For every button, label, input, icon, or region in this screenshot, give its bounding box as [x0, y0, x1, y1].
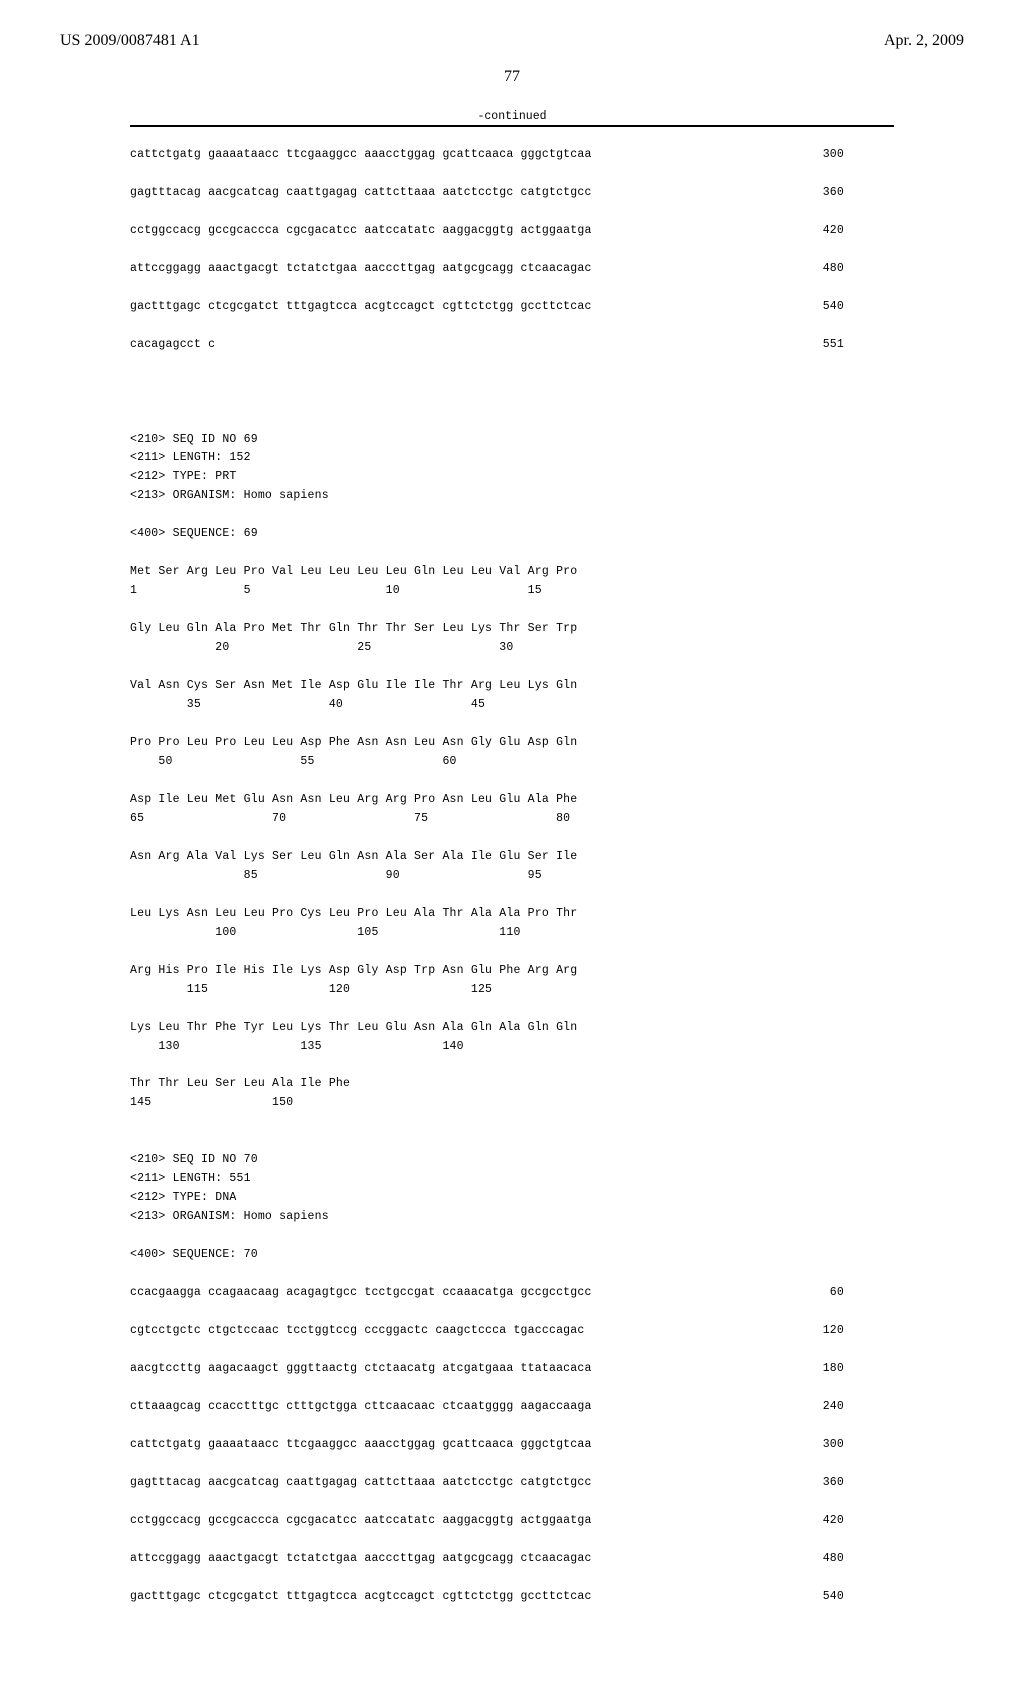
- aa-nums: 20 25 30: [130, 641, 513, 654]
- page-header: US 2009/0087481 A1 Apr. 2, 2009: [0, 0, 1024, 58]
- seq-type: <212> TYPE: PRT: [130, 470, 237, 483]
- seq-position: 420: [592, 222, 894, 241]
- aa-row: Pro Pro Leu Pro Leu Leu Asp Phe Asn Asn …: [130, 736, 577, 749]
- seq-text: gactttgagc ctcgcgatct tttgagtcca acgtcca…: [130, 1588, 592, 1607]
- aa-row: Val Asn Cys Ser Asn Met Ile Asp Glu Ile …: [130, 679, 577, 692]
- aa-nums: 100 105 110: [130, 926, 521, 939]
- seq-position: 60: [592, 1284, 894, 1303]
- seq-length: <211> LENGTH: 551: [130, 1172, 251, 1185]
- seq-position: 120: [584, 1322, 894, 1341]
- seq-organism: <213> ORGANISM: Homo sapiens: [130, 1210, 329, 1223]
- aa-row: Lys Leu Thr Phe Tyr Leu Lys Thr Leu Glu …: [130, 1021, 577, 1034]
- seq-text: cattctgatg gaaaataacc ttcgaaggcc aaacctg…: [130, 1436, 592, 1455]
- seq-id: <210> SEQ ID NO 69: [130, 433, 258, 446]
- aa-row: Thr Thr Leu Ser Leu Ala Ile Phe: [130, 1077, 350, 1090]
- seq-text: attccggagg aaactgacgt tctatctgaa aaccctt…: [130, 260, 592, 279]
- seq-text: cttaaagcag ccacctttgc ctttgctgga cttcaac…: [130, 1398, 592, 1417]
- seq-position: 180: [592, 1360, 894, 1379]
- seq-id: <210> SEQ ID NO 70: [130, 1153, 258, 1166]
- aa-row: Asp Ile Leu Met Glu Asn Asn Leu Arg Arg …: [130, 793, 577, 806]
- seq-text: attccggagg aaactgacgt tctatctgaa aaccctt…: [130, 1550, 592, 1569]
- seq-text: cacagagcct c: [130, 336, 215, 355]
- sequence-listing-content: -continued cattctgatg gaaaataacc ttcgaag…: [0, 110, 1024, 1685]
- aa-row: Arg His Pro Ile His Ile Lys Asp Gly Asp …: [130, 964, 577, 977]
- publication-date: Apr. 2, 2009: [884, 32, 964, 50]
- seq-400: <400> SEQUENCE: 70: [130, 1248, 258, 1261]
- protein-sequence-69: Met Ser Arg Leu Pro Val Leu Leu Leu Leu …: [130, 544, 894, 1113]
- seq-position: 540: [592, 298, 894, 317]
- seq-text: cctggccacg gccgcaccca cgcgacatcc aatccat…: [130, 222, 592, 241]
- aa-nums: 50 55 60: [130, 755, 457, 768]
- seq-header-70: <210> SEQ ID NO 70 <211> LENGTH: 551 <21…: [130, 1113, 894, 1265]
- seq-length: <211> LENGTH: 152: [130, 451, 251, 464]
- seq-position: 420: [592, 1512, 894, 1531]
- seq-text: cgtcctgctc ctgctccaac tcctggtccg cccggac…: [130, 1322, 584, 1341]
- seq-position: 480: [592, 1550, 894, 1569]
- aa-row: Met Ser Arg Leu Pro Val Leu Leu Leu Leu …: [130, 565, 577, 578]
- seq-text: gactttgagc ctcgcgatct tttgagtcca acgtcca…: [130, 298, 592, 317]
- seq-position: 540: [592, 1588, 894, 1607]
- seq-text: gagtttacag aacgcatcag caattgagag cattctt…: [130, 184, 592, 203]
- aa-nums: 130 135 140: [130, 1040, 464, 1053]
- seq-text: cctggccacg gccgcaccca cgcgacatcc aatccat…: [130, 1512, 592, 1531]
- seq-position: 480: [592, 260, 894, 279]
- dna-sequence-70: ccacgaagga ccagaacaag acagagtgcc tcctgcc…: [130, 1265, 894, 1644]
- seq-text: ccacgaagga ccagaacaag acagagtgcc tcctgcc…: [130, 1284, 592, 1303]
- aa-nums: 35 40 45: [130, 698, 485, 711]
- continued-label: -continued: [130, 110, 894, 125]
- seq-header-69: <210> SEQ ID NO 69 <211> LENGTH: 152 <21…: [130, 393, 894, 545]
- seq-position: 300: [592, 146, 894, 165]
- seq-position: 360: [592, 1474, 894, 1493]
- page-number: 77: [0, 58, 1024, 110]
- seq-organism: <213> ORGANISM: Homo sapiens: [130, 489, 329, 502]
- aa-nums: 145 150: [130, 1096, 293, 1109]
- aa-row: Gly Leu Gln Ala Pro Met Thr Gln Thr Thr …: [130, 622, 577, 635]
- aa-nums: 85 90 95: [130, 869, 542, 882]
- publication-number: US 2009/0087481 A1: [60, 32, 200, 50]
- seq-type: <212> TYPE: DNA: [130, 1191, 237, 1204]
- aa-row: Leu Lys Asn Leu Leu Pro Cys Leu Pro Leu …: [130, 907, 577, 920]
- dna-sequence-68-continued: cattctgatg gaaaataacc ttcgaaggcc aaacctg…: [130, 127, 894, 393]
- seq-text: aacgtccttg aagacaagct gggttaactg ctctaac…: [130, 1360, 592, 1379]
- aa-nums: 1 5 10 15: [130, 584, 542, 597]
- seq-text: gagtttacag aacgcatcag caattgagag cattctt…: [130, 1474, 592, 1493]
- seq-position: 300: [592, 1436, 894, 1455]
- seq-400: <400> SEQUENCE: 69: [130, 527, 258, 540]
- aa-nums: 115 120 125: [130, 983, 492, 996]
- aa-nums: 65 70 75 80: [130, 812, 570, 825]
- seq-position: 551: [215, 336, 894, 355]
- seq-text: cattctgatg gaaaataacc ttcgaaggcc aaacctg…: [130, 146, 592, 165]
- seq-position: 360: [592, 184, 894, 203]
- aa-row: Asn Arg Ala Val Lys Ser Leu Gln Asn Ala …: [130, 850, 577, 863]
- seq-position: 240: [592, 1398, 894, 1417]
